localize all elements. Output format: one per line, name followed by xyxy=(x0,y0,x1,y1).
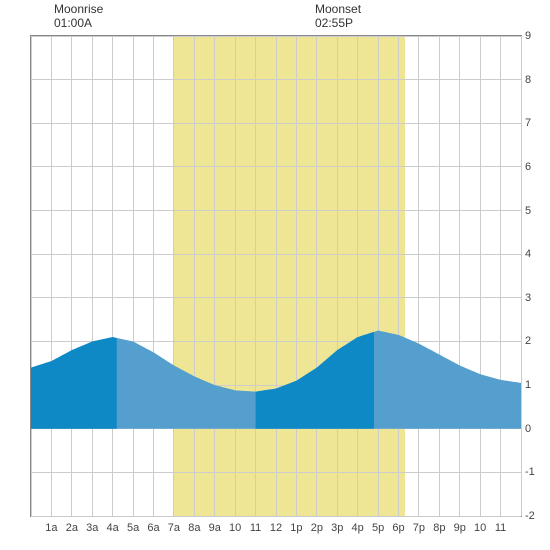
x-tick-label: 10 xyxy=(229,522,241,534)
y-tick-label: 9 xyxy=(525,30,539,42)
x-tick-label: 3p xyxy=(331,522,343,534)
x-tick-label: 5p xyxy=(372,522,384,534)
x-tick-label: 1p xyxy=(290,522,302,534)
tide-chart: -2-101234567891a2a3a4a5a6a7a8a9a1011121p… xyxy=(30,35,522,517)
tide-svg xyxy=(31,36,521,516)
x-tick-label: 1a xyxy=(45,522,57,534)
x-tick-label: 3a xyxy=(86,522,98,534)
x-tick-label: 12 xyxy=(270,522,282,534)
moonset-label: Moonset xyxy=(315,2,361,16)
y-tick-label: 2 xyxy=(525,335,539,347)
x-tick-label: 9p xyxy=(454,522,466,534)
tide-area-dark xyxy=(256,332,374,429)
x-tick-label: 8p xyxy=(433,522,445,534)
y-tick-label: -2 xyxy=(525,510,539,522)
y-tick-label: 4 xyxy=(525,248,539,260)
x-tick-label: 2p xyxy=(311,522,323,534)
y-tick-label: 5 xyxy=(525,205,539,217)
x-tick-label: 11 xyxy=(495,522,506,534)
x-tick-label: 7a xyxy=(168,522,180,534)
x-tick-label: 4p xyxy=(352,522,364,534)
x-tick-label: 6p xyxy=(392,522,404,534)
x-tick-label: 5a xyxy=(127,522,139,534)
x-tick-label: 6a xyxy=(147,522,159,534)
x-tick-label: 2a xyxy=(66,522,78,534)
moonset-time: 02:55P xyxy=(315,16,361,30)
moonrise-label: Moonrise xyxy=(54,2,103,16)
y-tick-label: 6 xyxy=(525,161,539,173)
y-tick-label: 8 xyxy=(525,74,539,86)
y-tick-label: 3 xyxy=(525,292,539,304)
x-tick-label: 11 xyxy=(250,522,261,534)
y-tick-label: 0 xyxy=(525,423,539,435)
x-tick-label: 10 xyxy=(474,522,486,534)
y-tick-label: 1 xyxy=(525,379,539,391)
x-tick-label: 4a xyxy=(107,522,119,534)
x-tick-label: 9a xyxy=(209,522,221,534)
x-tick-label: 7p xyxy=(413,522,425,534)
moonset-header: Moonset 02:55P xyxy=(315,2,361,30)
moonrise-header: Moonrise 01:00A xyxy=(54,2,103,30)
x-tick-label: 8a xyxy=(188,522,200,534)
tide-area-dark xyxy=(31,337,117,429)
y-tick-label: 7 xyxy=(525,117,539,129)
y-tick-label: -1 xyxy=(525,466,539,478)
moonrise-time: 01:00A xyxy=(54,16,103,30)
